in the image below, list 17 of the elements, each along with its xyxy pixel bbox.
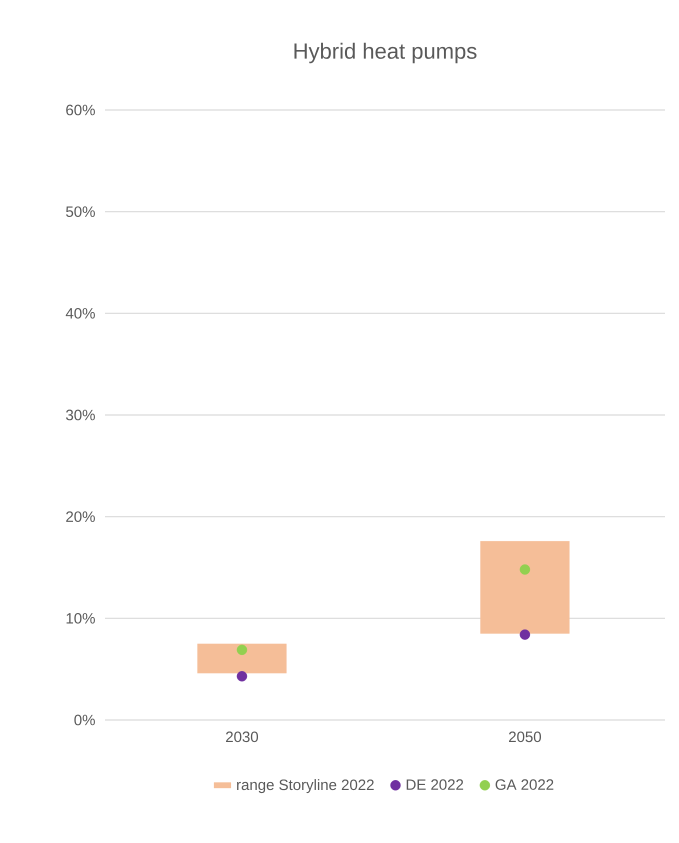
legend-label: DE 2022	[406, 779, 464, 790]
y-tick-label: 50%	[66, 206, 95, 217]
point	[520, 564, 530, 575]
y-tick-label: 40%	[66, 308, 95, 319]
y-tick-label: 20%	[66, 511, 95, 522]
legend-label: range Storyline 2022	[237, 779, 374, 794]
chart-title: Hybrid heat pumps	[294, 42, 476, 64]
x-tick-label: 2030	[226, 732, 258, 742]
y-tick-label: 0%	[74, 714, 95, 726]
point	[236, 644, 248, 656]
y-tick-label: 10%	[66, 613, 95, 624]
y-tick-label: 30%	[66, 410, 95, 420]
point	[236, 671, 248, 682]
x-tick-label: 2050	[508, 732, 542, 742]
legend-label: GA 2022	[496, 779, 554, 790]
y-tick-label: 60%	[66, 104, 95, 116]
point	[520, 629, 530, 640]
